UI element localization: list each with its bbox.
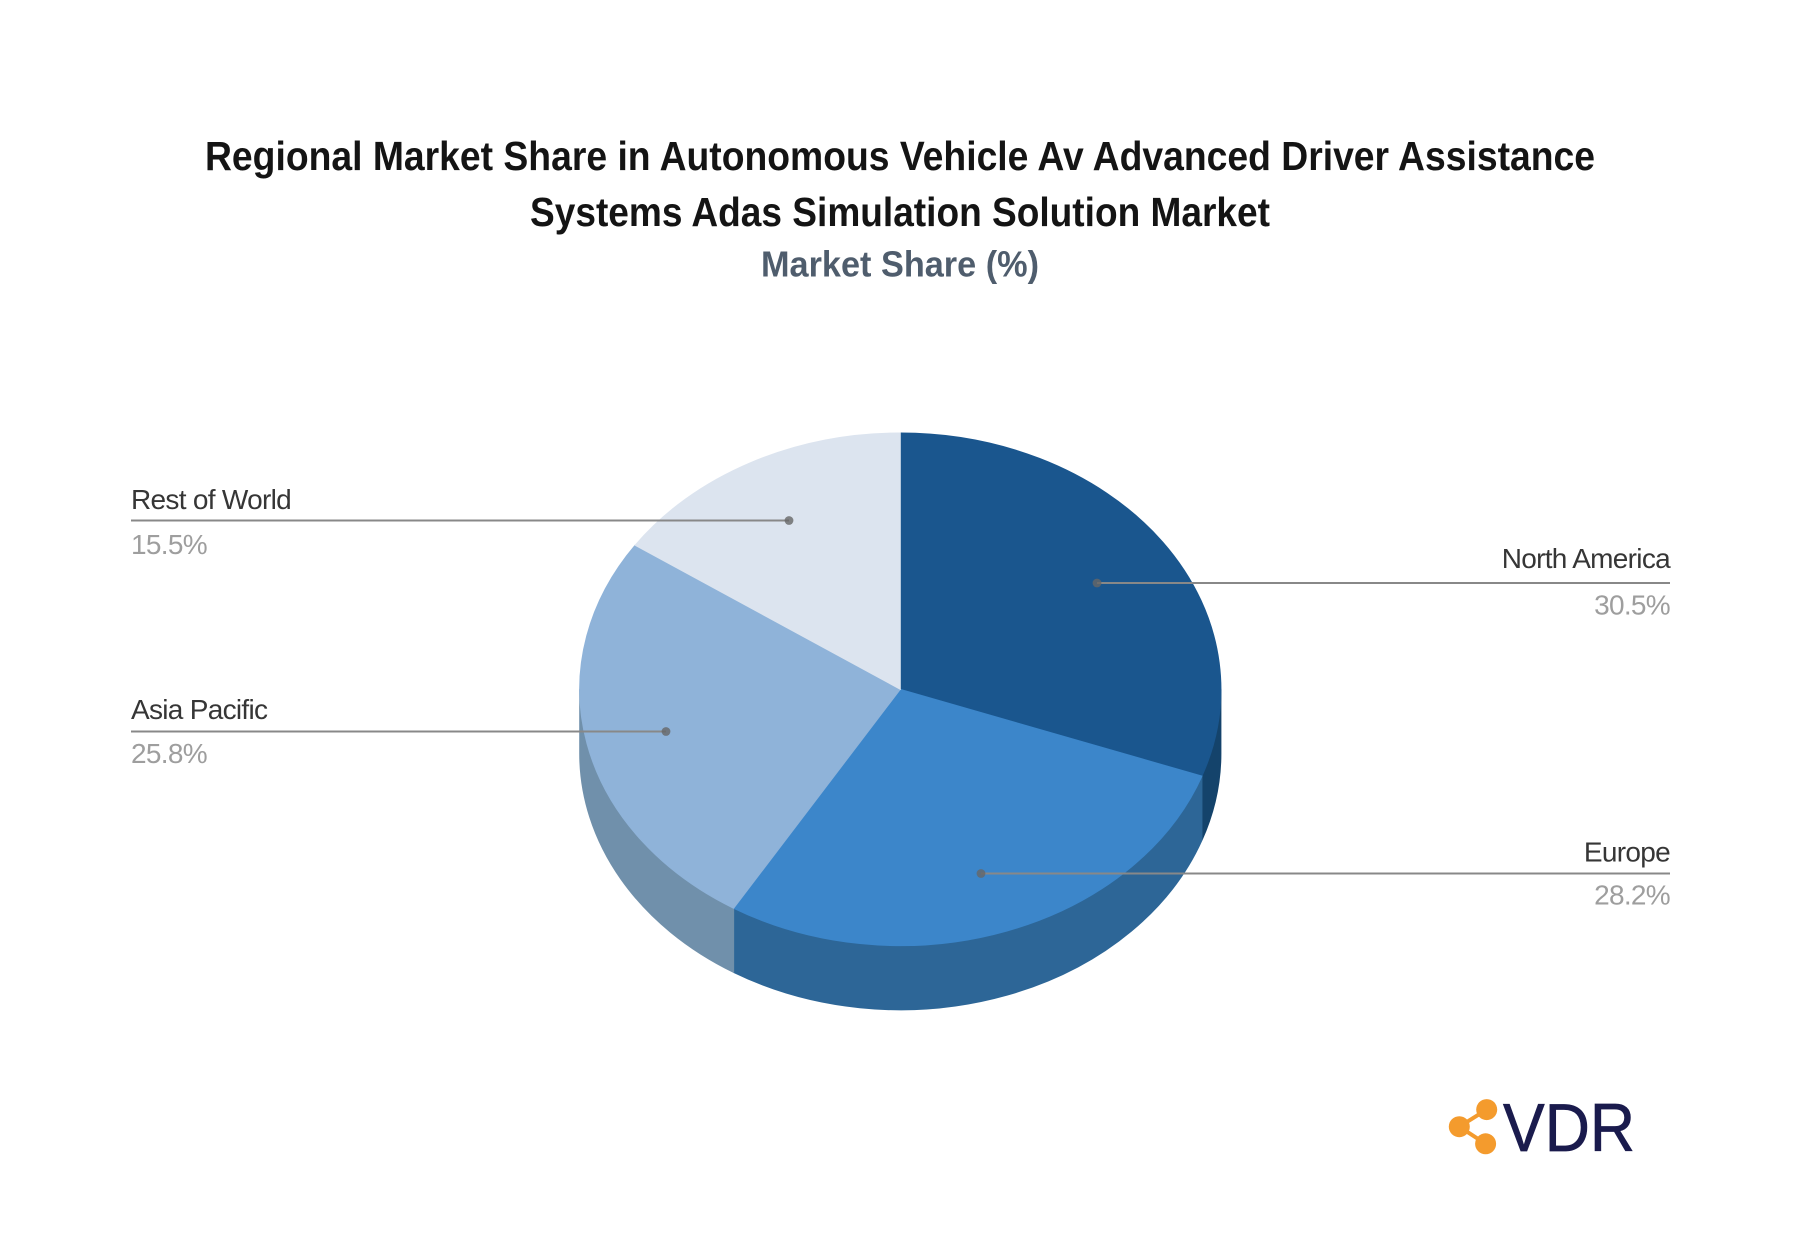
svg-text:28.2%: 28.2% [1594, 880, 1670, 911]
svg-text:Asia Pacific: Asia Pacific [131, 694, 268, 725]
svg-text:Europe: Europe [1584, 837, 1670, 868]
svg-text:VDR: VDR [1503, 1090, 1635, 1166]
svg-text:Rest of World: Rest of World [131, 484, 291, 515]
svg-text:15.5%: 15.5% [131, 529, 207, 560]
svg-text:Market Share (%): Market Share (%) [761, 244, 1039, 285]
svg-text:North America: North America [1502, 543, 1671, 574]
svg-text:25.8%: 25.8% [131, 738, 207, 769]
svg-text:Systems Adas Simulation Soluti: Systems Adas Simulation Solution Market [530, 189, 1270, 235]
svg-text:Regional Market Share in Auton: Regional Market Share in Autonomous Vehi… [205, 133, 1595, 179]
svg-text:30.5%: 30.5% [1594, 590, 1670, 621]
